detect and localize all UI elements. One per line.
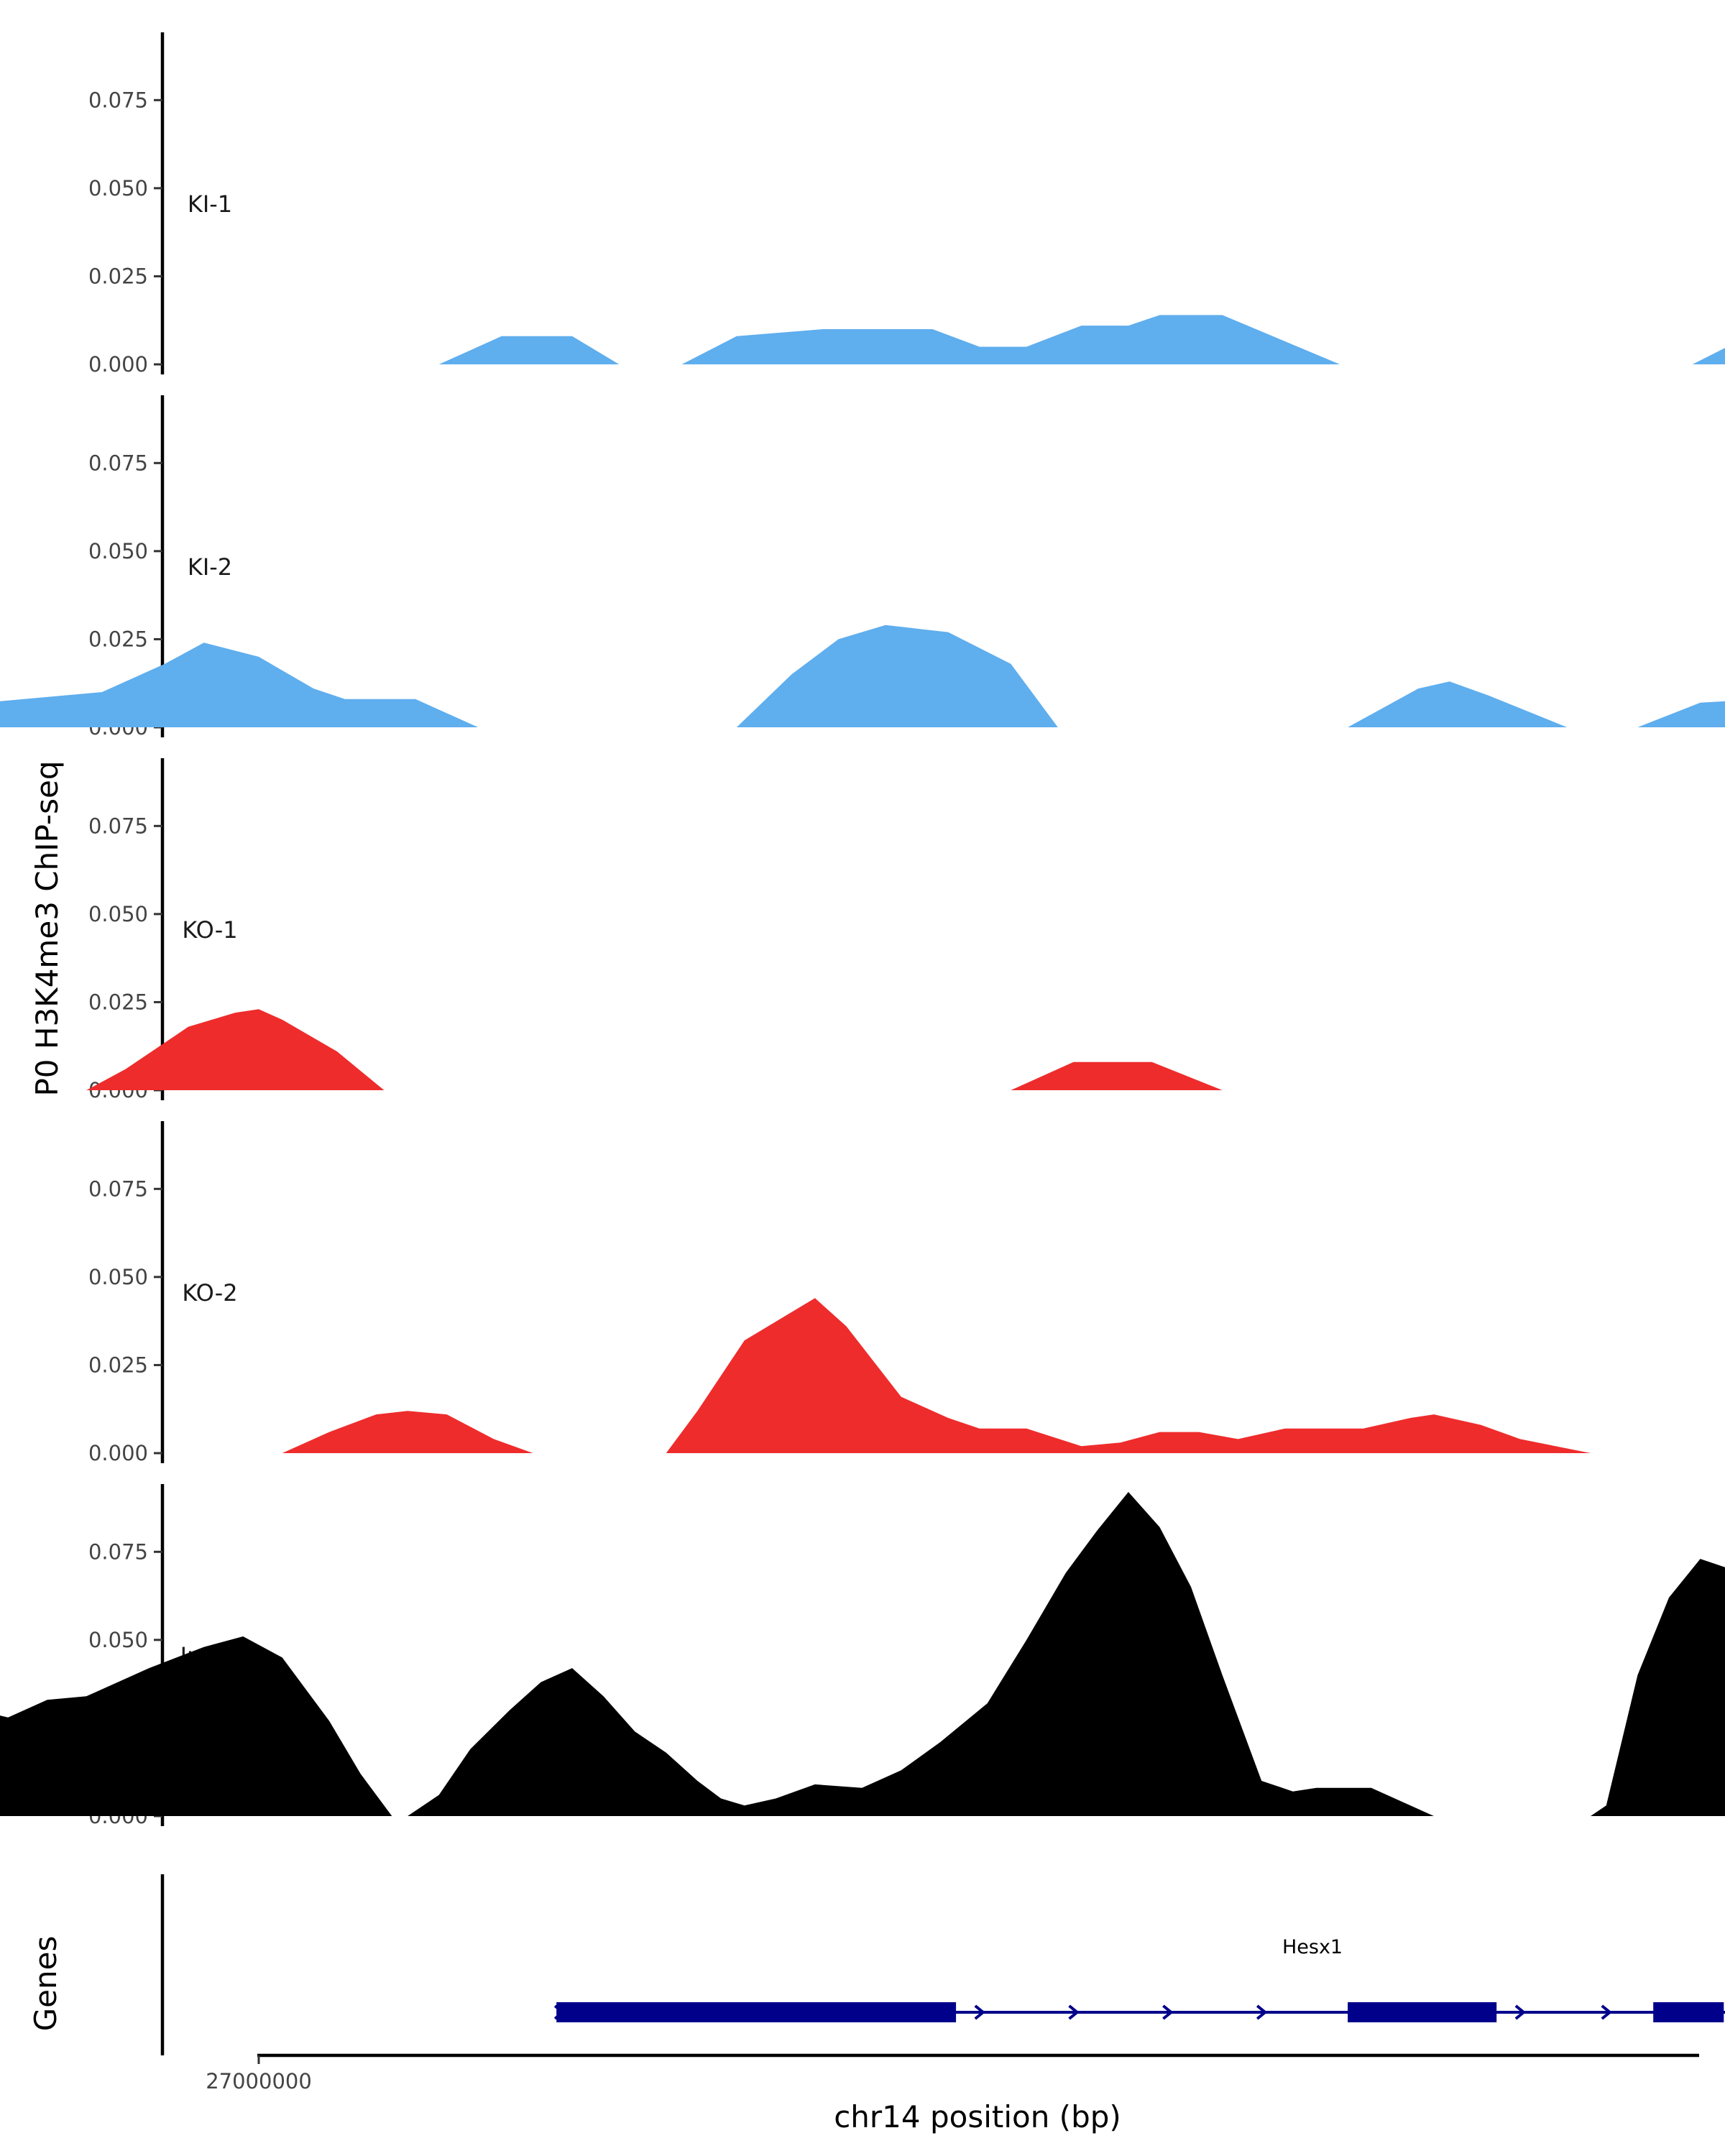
signal-peak bbox=[1591, 1559, 1725, 1816]
strand-arrow bbox=[1601, 2004, 1612, 2020]
y-tick-label: 0.025 bbox=[88, 990, 148, 1014]
y-tick-label: 0.050 bbox=[88, 1628, 148, 1652]
signal-peak bbox=[0, 1636, 392, 1816]
x-axis-ticks: 26998000270000002700200027004000 bbox=[206, 2055, 312, 2093]
strand-arrow bbox=[1162, 2004, 1174, 2020]
strand-arrow bbox=[553, 2004, 565, 2020]
gene-exon bbox=[556, 2002, 957, 2022]
track-label: KI-1 bbox=[188, 190, 232, 218]
y-tick-label: 0.025 bbox=[88, 627, 148, 651]
y-tick-label: 0.000 bbox=[88, 1441, 148, 1465]
strand-arrow bbox=[1256, 2004, 1268, 2020]
track-label: KO-2 bbox=[182, 1279, 237, 1307]
y-axis-title: P0 H3K4me3 ChIP-seq bbox=[29, 760, 65, 1096]
gene-exon bbox=[1653, 2002, 1724, 2022]
y-tick-label: 0.050 bbox=[88, 176, 148, 201]
y-tick-label: 0.025 bbox=[88, 264, 148, 288]
signal-peak bbox=[408, 1492, 1434, 1816]
x-axis-title: chr14 position (bp) bbox=[834, 2099, 1121, 2134]
track-label: KI-2 bbox=[188, 553, 232, 581]
track-ko-2: 0.000 0.025 0.050 0.075 KO-2 bbox=[88, 1121, 1591, 1465]
strand-arrow bbox=[1514, 2004, 1527, 2020]
y-tick-label: 0.075 bbox=[88, 814, 148, 838]
gene-models: Hesx1 bbox=[553, 1936, 1725, 2022]
gene-name-label: Hesx1 bbox=[1282, 1936, 1343, 1958]
track-ki-1: 0.000 0.025 0.050 0.075 KI-1 bbox=[88, 32, 1725, 377]
signal-peak bbox=[86, 1009, 385, 1090]
y-tick-label: 0.025 bbox=[88, 1353, 148, 1377]
signal-tracks: 0.0000.0250.0500.075KI-10.0000.0250.0500… bbox=[0, 32, 1725, 1828]
y-tick-label: 0.075 bbox=[88, 451, 148, 475]
y-tick-label: 0.000 bbox=[88, 352, 148, 377]
signal-peak bbox=[736, 625, 1058, 727]
y-tick-label: 0.075 bbox=[88, 1176, 148, 1201]
strand-arrow bbox=[974, 2004, 985, 2020]
y-tick-label: 0.050 bbox=[88, 539, 148, 563]
signal-peak bbox=[438, 336, 620, 364]
signal-peak bbox=[282, 1411, 533, 1453]
signal-peak bbox=[1692, 348, 1725, 364]
genes-axis-title: Genes bbox=[28, 1936, 63, 2032]
y-tick-label: 0.075 bbox=[88, 88, 148, 112]
track-label: KO-1 bbox=[182, 916, 237, 944]
y-tick-label: 0.075 bbox=[88, 1539, 148, 1564]
signal-peak bbox=[1348, 681, 1568, 727]
x-axis: 26998000270000002700200027004000 chr14 p… bbox=[206, 2053, 1699, 2134]
y-tick-label: 0.050 bbox=[88, 1265, 148, 1289]
genes-panel: Genes Hesx1 bbox=[28, 1874, 1725, 2055]
signal-peak bbox=[1637, 701, 1725, 727]
y-tick-label: 0.050 bbox=[88, 902, 148, 926]
gene-hesx1: Hesx1 bbox=[553, 1936, 1725, 2022]
signal-peak bbox=[0, 642, 479, 727]
x-tick-label: 27000000 bbox=[206, 2069, 312, 2093]
strand-arrow bbox=[1068, 2004, 1080, 2020]
gene-exon bbox=[1348, 2002, 1497, 2022]
signal-peak bbox=[666, 1298, 1591, 1453]
signal-peak bbox=[1011, 1061, 1223, 1090]
signal-peak bbox=[681, 315, 1340, 364]
